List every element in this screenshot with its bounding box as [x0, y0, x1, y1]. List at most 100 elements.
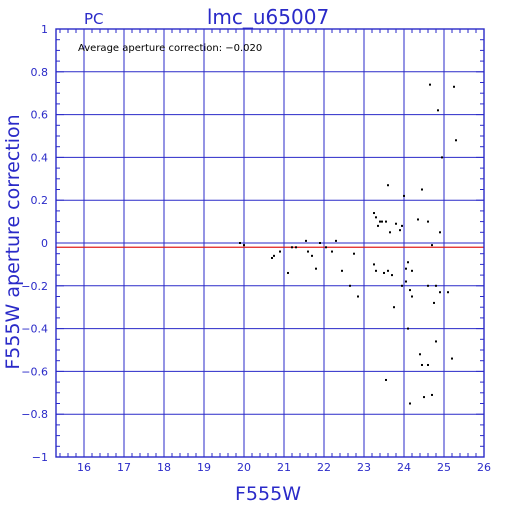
y-tick-label: 0.2 — [31, 194, 49, 207]
data-point — [335, 239, 337, 242]
data-point — [403, 194, 405, 197]
x-tick-label: 25 — [437, 461, 451, 474]
x-tick-labels: 16 17 18 19 20 21 22 23 24 25 26 — [77, 461, 491, 474]
data-point — [357, 295, 359, 298]
y-tick-label: −0.2 — [21, 280, 48, 293]
data-point — [273, 254, 275, 257]
data-point — [427, 363, 429, 366]
y-tick-label: 0 — [41, 237, 48, 250]
data-point — [387, 184, 389, 187]
data-point — [453, 85, 455, 88]
y-tick-label: −0.8 — [21, 408, 48, 421]
data-point — [401, 284, 403, 287]
data-point — [307, 250, 309, 253]
data-point — [405, 280, 407, 283]
data-point — [373, 212, 375, 215]
data-point — [381, 220, 383, 223]
data-point — [409, 402, 411, 405]
average-annotation: Average aperture correction: −0.020 — [78, 43, 262, 54]
data-point — [385, 220, 387, 223]
data-point — [433, 301, 435, 304]
data-point — [439, 291, 441, 294]
data-point — [427, 284, 429, 287]
data-point — [375, 269, 377, 272]
data-point — [419, 353, 421, 356]
data-point — [291, 246, 293, 249]
data-point — [401, 224, 403, 227]
data-point — [435, 340, 437, 343]
y-axis-title: F555W aperture correction — [2, 114, 24, 369]
data-point — [427, 220, 429, 223]
data-point — [295, 246, 297, 249]
data-point — [243, 244, 245, 247]
data-point — [373, 263, 375, 266]
y-tick-label: −0.6 — [21, 365, 48, 378]
x-tick-label: 19 — [197, 461, 211, 474]
x-tick-label: 22 — [317, 461, 331, 474]
data-point — [455, 139, 457, 142]
data-point — [417, 218, 419, 221]
y-tick-labels: 1 0.8 0.6 0.4 0.2 0 −0.2 −0.4 −0.6 −0.8 −1 — [21, 23, 48, 464]
x-tick-label: 24 — [397, 461, 411, 474]
data-point — [389, 231, 391, 234]
data-point — [405, 267, 407, 270]
data-point — [393, 306, 395, 309]
grid-lines — [56, 28, 485, 458]
data-point — [437, 109, 439, 112]
data-point — [431, 244, 433, 247]
data-point — [325, 246, 327, 249]
data-point — [407, 261, 409, 264]
data-point — [239, 242, 241, 244]
data-point — [407, 327, 409, 330]
data-point — [271, 256, 273, 259]
data-point — [385, 378, 387, 381]
data-point — [377, 224, 379, 227]
data-point — [411, 269, 413, 272]
x-tick-label: 26 — [477, 461, 491, 474]
data-point — [305, 239, 307, 242]
data-point — [331, 250, 333, 253]
data-point — [399, 229, 401, 232]
data-point — [439, 231, 441, 234]
y-tick-label: −1 — [32, 451, 48, 464]
data-point — [429, 83, 431, 86]
data-point — [409, 289, 411, 292]
y-tick-label: 1 — [41, 23, 48, 36]
data-point — [279, 250, 281, 253]
data-point — [421, 363, 423, 366]
data-point — [319, 242, 321, 244]
y-tick-label: −0.4 — [21, 323, 48, 336]
x-tick-label: 16 — [77, 461, 91, 474]
data-point — [349, 284, 351, 287]
data-point — [387, 269, 389, 272]
x-tick-marks — [59, 29, 485, 457]
data-point — [287, 271, 289, 274]
data-point — [341, 269, 343, 272]
x-tick-label: 18 — [157, 461, 171, 474]
corner-label: PC — [84, 10, 104, 28]
data-point — [311, 254, 313, 257]
data-point — [315, 267, 317, 270]
y-tick-label: 0.6 — [31, 109, 49, 122]
data-point — [451, 357, 453, 360]
data-point — [447, 291, 449, 294]
x-tick-label: 21 — [277, 461, 291, 474]
x-tick-label: 23 — [357, 461, 371, 474]
data-point — [411, 295, 413, 298]
x-tick-label: 20 — [237, 461, 251, 474]
x-tick-label: 17 — [117, 461, 131, 474]
data-point — [421, 188, 423, 191]
y-tick-marks — [56, 28, 484, 458]
data-point — [435, 284, 437, 287]
data-point — [379, 220, 381, 223]
data-point — [423, 396, 425, 399]
data-point — [375, 216, 377, 219]
chart-title: lmc_u65007 — [207, 5, 329, 29]
data-point — [353, 252, 355, 255]
y-tick-label: 0.8 — [31, 66, 49, 79]
data-point — [431, 393, 433, 396]
data-point — [391, 274, 393, 277]
data-points — [239, 83, 457, 405]
data-point — [383, 271, 385, 274]
